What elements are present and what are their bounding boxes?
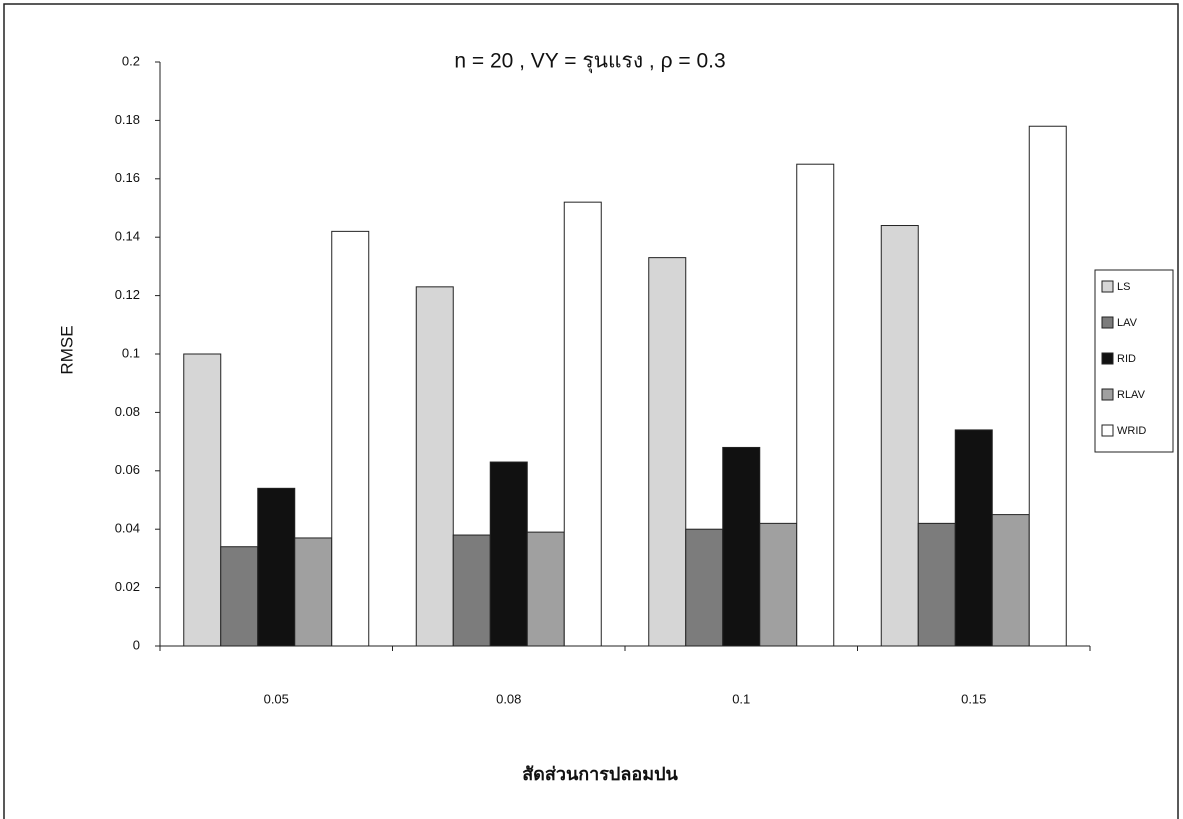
x-tick-label: 0.05 (264, 691, 289, 706)
bar (759, 522, 798, 647)
x-tick-label: 0.1 (732, 691, 750, 706)
chart-border (3, 3, 1179, 819)
bar (220, 546, 259, 647)
bar (685, 528, 724, 647)
y-tick-label: 0.08 (115, 404, 140, 419)
legend-label: LAV (1117, 317, 1138, 329)
x-tick-label: 0.08 (496, 691, 521, 706)
y-tick-label: 0.1 (122, 345, 140, 360)
legend-swatch (1101, 388, 1114, 401)
bar (796, 163, 835, 647)
legend-label: RID (1117, 353, 1136, 365)
x-tick-label: 0.15 (961, 691, 986, 706)
y-tick-label: 0.2 (122, 53, 140, 68)
bar (917, 522, 956, 647)
bar (722, 446, 761, 647)
bar (648, 257, 687, 647)
y-tick-label: 0.02 (115, 579, 140, 594)
bar (415, 286, 454, 647)
bar (331, 230, 370, 647)
y-tick-label: 0.16 (115, 170, 140, 185)
y-tick-label: 0 (133, 637, 140, 652)
bar (880, 225, 919, 647)
legend-swatch (1101, 316, 1114, 329)
bar (1028, 125, 1067, 647)
bar (489, 461, 528, 647)
bar (991, 514, 1030, 647)
y-tick-label: 0.04 (115, 521, 140, 536)
legend-swatch (1101, 352, 1114, 365)
bar (563, 201, 602, 647)
chart-title: n = 20 , VY = รุนแรง , ρ = 0.3 (454, 50, 725, 74)
y-tick-label: 0.12 (115, 287, 140, 302)
bar (954, 429, 993, 647)
bar (257, 487, 296, 647)
bar (526, 531, 565, 647)
legend-label: RLAV (1117, 389, 1146, 401)
y-axis-title: RMSE (57, 325, 76, 374)
y-tick-label: 0.06 (115, 462, 140, 477)
y-tick-label: 0.18 (115, 112, 140, 127)
bar (294, 537, 333, 647)
x-axis-title: สัดส่วนการปลอมปน (522, 764, 678, 784)
bar (183, 353, 222, 647)
y-tick-label: 0.14 (115, 229, 140, 244)
legend-swatch (1101, 280, 1114, 293)
bar (452, 534, 491, 647)
legend-label: WRID (1117, 425, 1146, 437)
legend-swatch (1101, 424, 1114, 437)
legend-label: LS (1117, 281, 1130, 293)
